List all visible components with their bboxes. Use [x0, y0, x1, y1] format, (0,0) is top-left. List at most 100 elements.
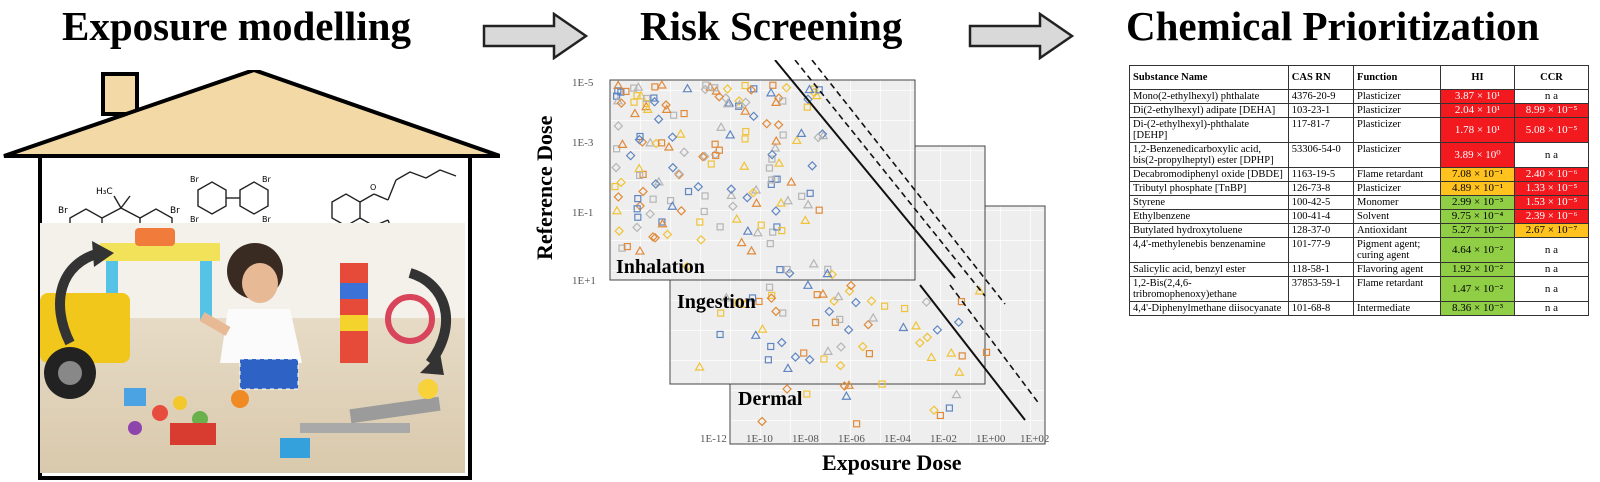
ccr-cell: n a: [1514, 262, 1589, 277]
ccr-cell: n a: [1514, 276, 1589, 302]
triangle-point: [817, 288, 829, 298]
hi-cell: 1.47 × 10⁻²: [1440, 276, 1515, 302]
diamond-point: [929, 405, 939, 416]
square-point: [765, 283, 774, 291]
header-cas-rn: CAS RN: [1287, 65, 1355, 90]
triangle-point: [910, 320, 922, 330]
square-point: [680, 109, 688, 118]
diamond-point: [676, 206, 687, 216]
square-point: [707, 160, 715, 168]
triangle-point: [721, 292, 732, 302]
cas-rn-cell: 117-81-7: [1287, 117, 1355, 143]
x-tick: 1E-02: [930, 433, 957, 445]
ccr-cell: n a: [1514, 142, 1589, 168]
square-point: [702, 81, 710, 89]
diamond-point: [835, 360, 846, 371]
square-point: [776, 265, 784, 274]
y-tick: 1E+1: [572, 275, 596, 287]
square-point: [712, 151, 720, 160]
x-tick: 1E-08: [792, 433, 819, 445]
square-point: [798, 192, 806, 200]
function-cell: Plasticizer: [1353, 142, 1442, 168]
ccr-cell: n a: [1514, 237, 1589, 263]
diamond-point: [790, 352, 801, 362]
triangle-point: [742, 225, 753, 235]
diamond-point: [824, 306, 835, 317]
square-point: [617, 88, 625, 96]
table-row: Decabromodiphenyl oxide [DBDE] 1163-19-5 F…: [1129, 167, 1589, 182]
triangle-point: [782, 363, 793, 373]
square-point: [773, 223, 781, 231]
square-point: [768, 291, 776, 299]
diamond-point: [953, 317, 964, 328]
diamond-point: [726, 184, 737, 195]
header-function: Function: [1353, 65, 1442, 90]
threshold-dashed-line: [949, 284, 1041, 406]
triangle-point: [740, 105, 751, 115]
square-point: [783, 265, 791, 274]
triangle-point: [642, 104, 653, 113]
flow-arrow-icon: [482, 12, 588, 60]
diamond-point: [836, 342, 846, 352]
function-cell: Solvent: [1353, 209, 1442, 224]
table-row: 4,4'-Diphenylmethane diisocyanate 101-68-…: [1129, 301, 1589, 316]
triangle-point: [725, 129, 736, 139]
triangle-point: [722, 98, 733, 108]
diamond-point: [843, 324, 854, 335]
triangle-point: [786, 176, 797, 186]
triangle-point: [841, 391, 852, 400]
triangle-point: [951, 389, 962, 399]
chemical-prioritization-title: Chemical Prioritization: [1126, 3, 1540, 49]
substance-name-cell: Ethylbenzene: [1129, 209, 1289, 224]
square-point: [865, 350, 874, 358]
square-point: [734, 299, 742, 307]
diamond-point: [699, 151, 710, 162]
diamond-point: [813, 132, 824, 143]
x-tick: 1E-04: [884, 433, 911, 445]
triangle-point: [974, 285, 985, 295]
square-point: [711, 140, 719, 148]
square-point: [757, 221, 765, 229]
triangle-point: [750, 330, 761, 339]
cas-rn-cell: 128-37-0: [1287, 223, 1355, 238]
triangle-point: [731, 213, 742, 223]
square-point: [878, 380, 886, 388]
square-point: [630, 84, 638, 92]
substance-name-cell: 4,4'-Diphenylmethane diisocyanate: [1129, 301, 1289, 316]
triangle-point: [645, 137, 656, 147]
triangle-point: [804, 84, 815, 94]
square-point: [779, 97, 787, 105]
diamond-point: [613, 192, 624, 202]
cas-rn-cell: 1163-19-5: [1287, 167, 1355, 182]
square-point: [634, 213, 642, 221]
br-label: Br: [58, 206, 68, 216]
square-point: [880, 302, 889, 310]
x-axis-label: Exposure Dose: [822, 450, 962, 475]
diamond-point: [682, 261, 693, 272]
hi-cell: 1.78 × 10¹: [1440, 117, 1515, 143]
ccr-cell: n a: [1514, 301, 1589, 316]
triangle-point: [635, 90, 646, 100]
table-row: Di-(2-ethylhexyl)-phthalate [DEHP] 117-81…: [1129, 117, 1589, 143]
triangle-point: [782, 195, 793, 205]
square-point: [779, 131, 787, 139]
square-point: [611, 182, 619, 191]
substance-name-cell: Di(2-ethylhexyl) adipate [DEHA]: [1129, 103, 1289, 118]
triangle-point: [634, 245, 645, 255]
triangle-point: [663, 141, 674, 151]
methyl-label: H₃C: [96, 187, 113, 197]
table-row: Salicylic acid, benzyl ester 118-58-1 Flav…: [1129, 262, 1589, 277]
table-row: Mono(2-ethylhexyl) phthalate 4376-20-9 Pla…: [1129, 89, 1589, 104]
inhalation-points: [611, 79, 829, 255]
diamond-point: [748, 187, 759, 198]
triangle-point: [954, 367, 965, 376]
function-cell: Plasticizer: [1353, 89, 1442, 104]
triangle-point: [791, 135, 802, 145]
triangle-point: [800, 215, 811, 225]
square-point: [658, 218, 666, 226]
square-point: [666, 197, 675, 205]
triangle-point: [634, 163, 645, 173]
square-point: [634, 195, 642, 203]
square-point: [982, 348, 991, 356]
flow-arrow-icon: [968, 12, 1074, 60]
